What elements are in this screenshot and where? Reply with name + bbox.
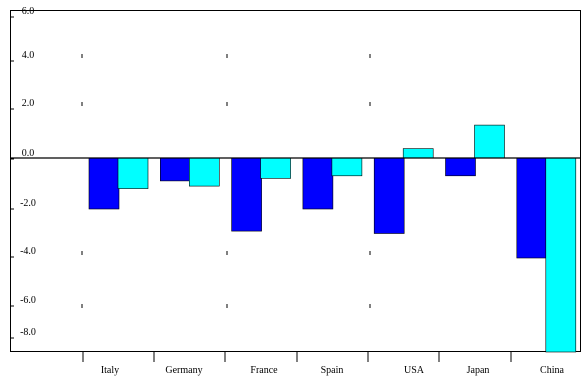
bar-china-series-2 [545,157,577,353]
tick-marks-layer [10,16,512,362]
bar-usa-series-1 [373,157,405,234]
bar-france-series-1 [231,157,262,232]
y-tick-label: 0.0 [22,148,35,159]
y-tick-label: 6.0 [22,6,35,17]
bar-usa-series-2 [402,148,434,159]
bar-france-series-2 [260,157,291,179]
x-tick-label-usa: USA [404,365,425,376]
bar-japan-series-1 [445,157,476,177]
bar-spain-series-2 [331,157,363,177]
bar-germany-series-1 [160,157,191,182]
y-tick-label: -2.0 [20,198,36,209]
bar-italy-series-2 [117,157,149,189]
bars-layer [88,124,577,353]
x-tick-labels: Italy Germany France Spain USA Japan China [101,365,565,376]
bar-italy-series-1 [88,157,120,210]
bar-japan-series-2 [474,124,505,159]
bar-spain-series-1 [302,157,334,210]
x-tick-label-spain: Spain [321,365,344,376]
y-tick-label: 4.0 [22,50,35,61]
y-tick-label: -8.0 [20,327,36,338]
x-tick-label-japan: Japan [467,365,490,376]
x-tick-label-germany: Germany [165,365,202,376]
bar-china-series-1 [516,157,548,259]
y-tick-label: -6.0 [20,295,36,306]
bar-germany-series-2 [189,157,220,187]
x-tick-label-france: France [250,365,278,376]
x-tick-label-china: China [540,365,564,376]
x-tick-label-italy: Italy [101,365,119,376]
y-tick-label: 2.0 [22,98,35,109]
y-tick-label: -4.0 [20,246,36,257]
y-tick-labels: 6.0 4.0 2.0 0.0 -2.0 -4.0 -6.0 -8.0 [20,6,36,338]
